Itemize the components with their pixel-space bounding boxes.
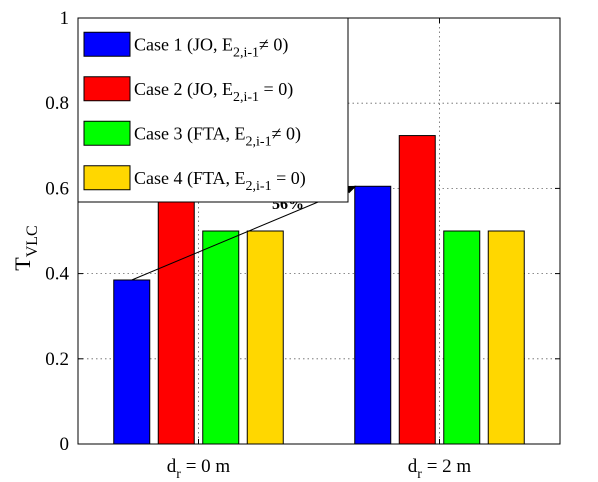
bar [487,230,525,445]
legend-swatch [83,120,131,146]
y-tick-label: 1 [60,8,70,29]
legend-label: Case 2 (JO, E2,i-1 = 0) [134,79,293,105]
legend-label: Case 3 (FTA, E2,i-1≠ 0) [134,123,301,149]
x-tick-label: dr = 2 m [408,456,472,482]
bar [157,183,195,445]
x-tick-label: dr = 0 m [167,456,231,482]
legend-swatch [83,76,131,102]
y-axis-label: TVLC [10,225,41,270]
axis-ticks: 0 0.2 0.4 0.6 0.8 1 dr = 0 m dr = 2 m [45,8,560,482]
legend-swatch [83,165,131,191]
y-tick-label: 0.6 [45,178,69,199]
legend: Case 1 (JO, E2,i-1≠ 0) Case 2 (JO, E2,i-1… [77,17,349,203]
bar [354,185,392,445]
bar [398,135,436,445]
legend-swatch [83,31,131,57]
y-tick-label: 0.4 [45,264,69,285]
bar [246,230,284,445]
legend-label: Case 4 (FTA, E2,i-1 = 0) [134,168,306,194]
bar [113,279,151,445]
legend-label: Case 1 (JO, E2,i-1≠ 0) [134,34,288,60]
y-tick-label: 0.2 [45,349,69,370]
bar [443,230,481,445]
bars [113,135,525,445]
y-tick-label: 0 [60,434,70,455]
bar [202,230,240,445]
y-tick-label: 0.8 [45,93,69,114]
